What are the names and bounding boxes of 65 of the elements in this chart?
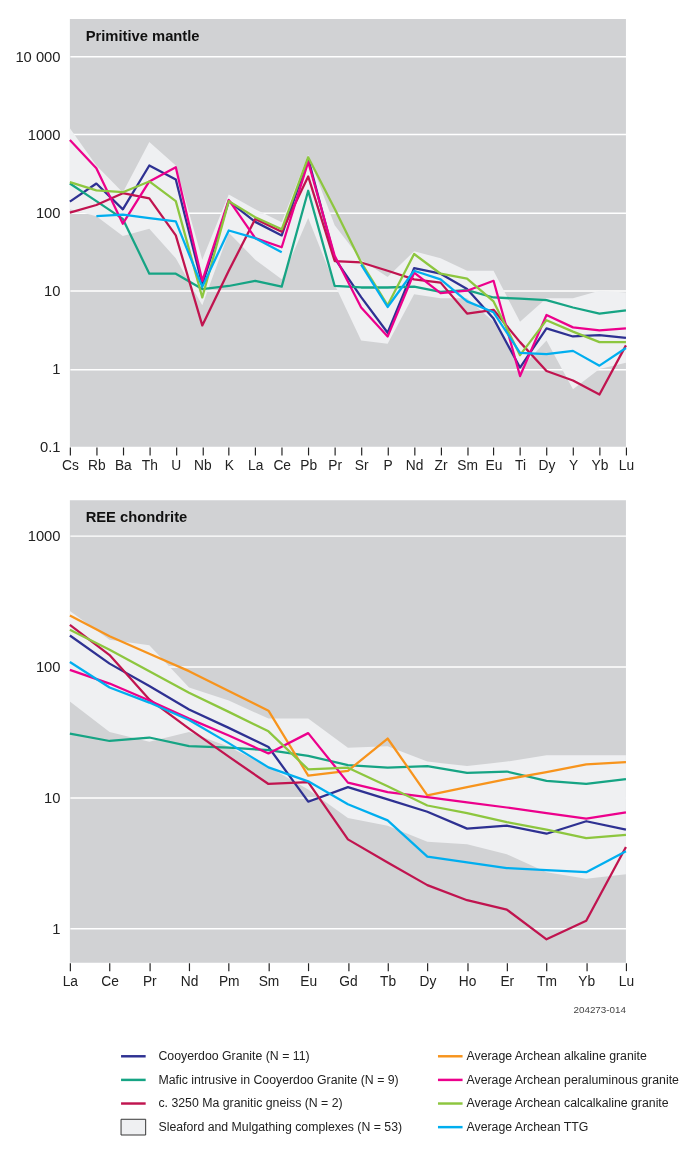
text: Primitive mantle [85, 27, 200, 44]
x-tick-label: Y [568, 458, 579, 474]
line-series [68, 623, 628, 941]
x-tick-label: Lu [618, 973, 635, 989]
x-tick-label: Sm [457, 458, 478, 474]
legend-label: c. 3250 Ma granitic gneiss (N = 2) [158, 1096, 343, 1111]
x-tick-label: Zr [434, 458, 448, 474]
y-tick-label: 10 [44, 789, 61, 806]
x-tick-label: Ce [101, 973, 120, 989]
line-series [68, 732, 628, 786]
x-tick-label: K [224, 458, 235, 474]
legend-label: Mafic intrusive in Cooyerdoo Granite (N = 9) [158, 1072, 399, 1087]
x-tick-label: Rb [88, 458, 106, 474]
line-series [68, 660, 628, 874]
x-tick-label: Th [141, 458, 158, 474]
x-tick-label: Ce [273, 458, 292, 474]
x-tick-label: Tm [537, 973, 557, 989]
x-tick-label: Dy [538, 458, 556, 474]
y-tick-label: 1 [52, 361, 61, 378]
x-tick-label: Gd [339, 973, 358, 989]
x-tick-label: Ti [515, 458, 527, 474]
x-tick-label: Ba [114, 458, 133, 474]
x-tick-label: La [248, 458, 264, 474]
legend-label: Sleaford and Mulgathing complexes (N = 53) [158, 1120, 403, 1135]
x-tick-label: Dy [419, 973, 437, 989]
line-series [68, 668, 628, 820]
x-tick-label: P [383, 458, 393, 474]
text: 204273-014 [573, 1003, 627, 1015]
x-tick-label: Sm [258, 973, 280, 989]
legend-label: Cooyerdoo Granite (N = 11) [158, 1049, 310, 1064]
x-tick-label: La [62, 973, 79, 989]
x-tick-label: Nb [193, 458, 212, 474]
y-tick-label: 0.1 [40, 439, 61, 456]
x-tick-label: Pm [218, 973, 240, 989]
y-tick-label: 1000 [27, 126, 61, 143]
legend-label: Average Archean alkaline granite [466, 1049, 647, 1064]
y-tick-label: 100 [35, 658, 61, 675]
x-tick-label: Tb [380, 973, 397, 989]
line-series [68, 175, 628, 396]
x-tick-label: Nd [405, 458, 424, 474]
x-tick-label: Yb [591, 458, 609, 474]
text: REE chondrite [85, 508, 188, 525]
line-series [68, 182, 628, 315]
legend-label: Average Archean calcalkaline granite [466, 1096, 669, 1111]
x-tick-label: Pr [328, 458, 343, 474]
x-tick-label: Nd [180, 973, 199, 989]
legend-label: Average Archean TTG [466, 1120, 589, 1135]
x-tick-label: Pb [300, 458, 318, 474]
x-tick-label: Cs [61, 458, 79, 474]
y-tick-label: 10 000 [15, 48, 61, 65]
y-tick-label: 10 [44, 283, 61, 300]
y-tick-label: 100 [35, 204, 61, 221]
y-tick-label: 1 [52, 921, 61, 938]
x-tick-label: Eu [300, 973, 318, 989]
x-tick-label: Lu [618, 458, 635, 474]
x-tick-label: Sr [354, 458, 369, 474]
x-tick-label: Eu [485, 458, 503, 474]
x-tick-label: U [171, 458, 182, 474]
x-tick-label: Er [500, 973, 515, 989]
y-tick-label: 1000 [27, 527, 61, 544]
x-tick-label: Pr [142, 973, 158, 989]
x-tick-label: Ho [458, 973, 477, 989]
legend-label: Average Archean peraluminous granite [466, 1072, 680, 1087]
x-tick-label: Yb [578, 973, 596, 989]
line-series [68, 614, 628, 797]
